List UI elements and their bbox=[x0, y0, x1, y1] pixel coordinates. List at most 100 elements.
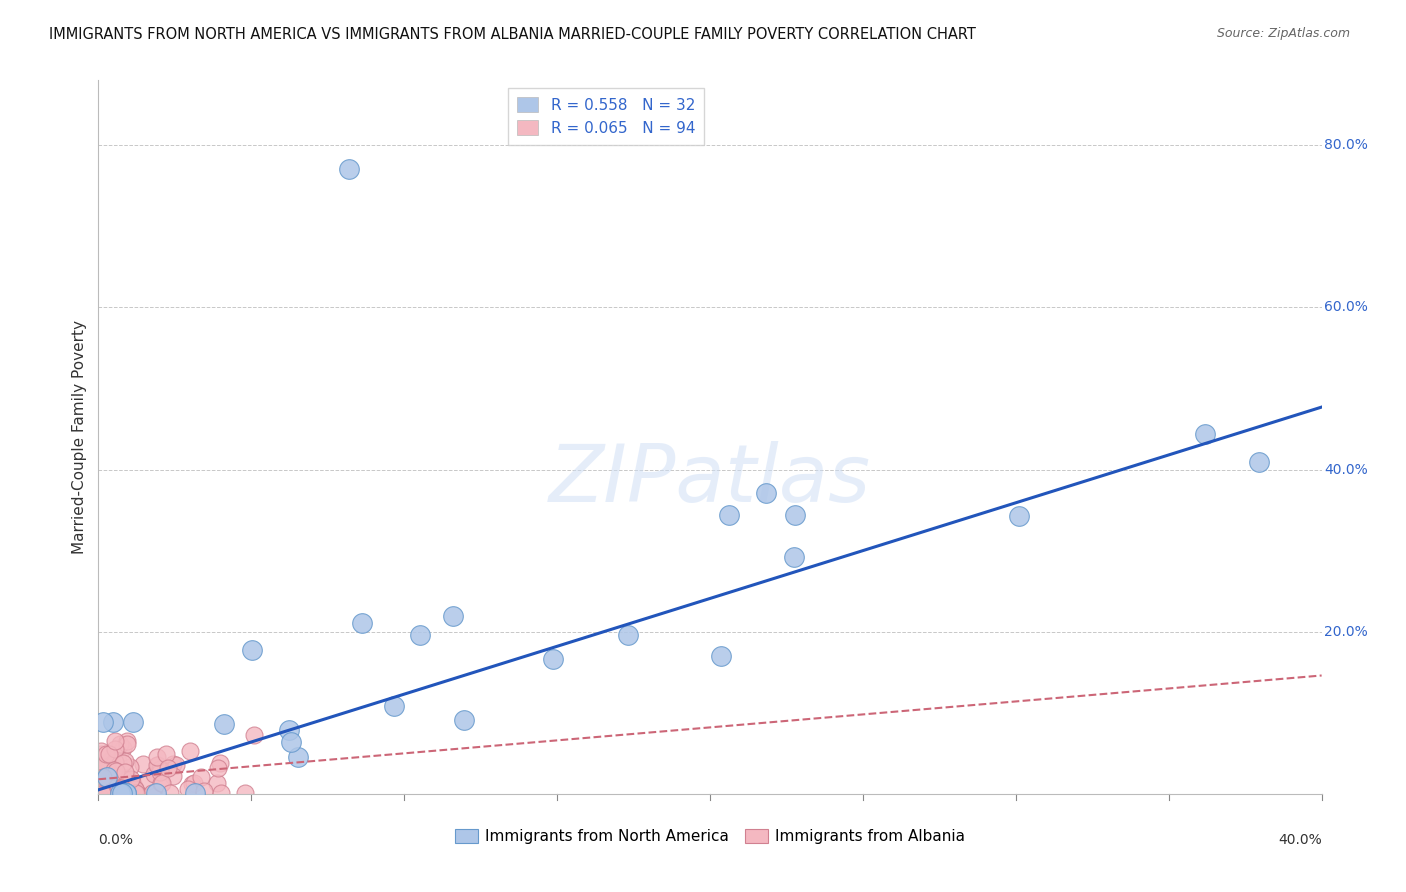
Point bbox=[141, 786, 163, 800]
Point bbox=[90, 771, 112, 785]
Point bbox=[115, 786, 138, 800]
Point bbox=[121, 714, 143, 729]
Point bbox=[441, 608, 464, 623]
Point bbox=[111, 740, 134, 755]
Point bbox=[783, 508, 806, 522]
Y-axis label: Married-Couple Family Poverty: Married-Couple Family Poverty bbox=[72, 320, 87, 554]
Point bbox=[124, 782, 146, 797]
Point bbox=[162, 769, 184, 783]
Point bbox=[112, 756, 135, 770]
Point bbox=[104, 756, 127, 770]
Point bbox=[104, 734, 127, 748]
Point bbox=[1008, 508, 1031, 523]
Point bbox=[125, 786, 148, 800]
Point bbox=[124, 781, 146, 796]
Point bbox=[91, 784, 114, 798]
Point bbox=[114, 786, 136, 800]
Point bbox=[97, 786, 120, 800]
Point bbox=[710, 649, 733, 664]
Point bbox=[110, 786, 132, 800]
Point bbox=[91, 714, 114, 729]
Point bbox=[177, 781, 200, 796]
Point bbox=[114, 765, 136, 780]
Point bbox=[142, 767, 165, 781]
Point bbox=[122, 777, 145, 791]
Point bbox=[209, 756, 232, 771]
Point bbox=[118, 786, 141, 800]
Point bbox=[91, 786, 114, 800]
Point bbox=[98, 779, 121, 793]
Point bbox=[91, 777, 114, 791]
Point bbox=[131, 757, 153, 772]
Point bbox=[193, 783, 215, 797]
Point bbox=[155, 747, 177, 761]
Point bbox=[145, 750, 167, 764]
Point bbox=[233, 786, 256, 800]
Point bbox=[90, 786, 112, 800]
Point bbox=[105, 786, 128, 800]
Point bbox=[100, 753, 122, 767]
Point bbox=[159, 786, 181, 800]
Point bbox=[94, 780, 117, 795]
Point bbox=[181, 777, 204, 791]
Point bbox=[145, 786, 167, 800]
Point bbox=[104, 742, 127, 756]
Point bbox=[96, 763, 118, 777]
Point bbox=[121, 782, 143, 797]
Point bbox=[111, 786, 134, 800]
Point bbox=[382, 698, 405, 713]
Text: ZIPatlas: ZIPatlas bbox=[548, 441, 872, 519]
Point bbox=[162, 756, 184, 771]
Point bbox=[212, 716, 235, 731]
Point bbox=[453, 713, 475, 727]
Point bbox=[287, 750, 309, 764]
Point bbox=[103, 714, 125, 729]
Point bbox=[278, 723, 301, 738]
Point bbox=[146, 758, 169, 772]
Point bbox=[98, 758, 121, 772]
Point bbox=[90, 757, 112, 772]
Point bbox=[243, 728, 266, 742]
Text: Source: ZipAtlas.com: Source: ZipAtlas.com bbox=[1216, 27, 1350, 40]
Point bbox=[150, 776, 173, 790]
Point bbox=[136, 774, 159, 789]
Point bbox=[101, 772, 124, 786]
Point bbox=[124, 786, 146, 800]
Point bbox=[337, 162, 360, 177]
Point bbox=[146, 758, 169, 772]
Point bbox=[409, 628, 432, 642]
Point bbox=[117, 737, 139, 751]
Point bbox=[205, 776, 228, 790]
Point bbox=[90, 761, 112, 775]
Point bbox=[96, 786, 118, 800]
Point bbox=[90, 744, 112, 758]
Point bbox=[111, 775, 134, 789]
Point bbox=[97, 747, 120, 761]
Point bbox=[114, 754, 136, 768]
Text: 40.0%: 40.0% bbox=[1278, 833, 1322, 847]
Point bbox=[90, 758, 112, 772]
Point bbox=[120, 772, 142, 786]
Point bbox=[90, 780, 112, 795]
Point bbox=[107, 754, 129, 768]
Point bbox=[111, 771, 134, 785]
Point bbox=[96, 770, 118, 784]
Text: 0.0%: 0.0% bbox=[98, 833, 134, 847]
Point bbox=[94, 778, 117, 792]
Point bbox=[1194, 426, 1216, 441]
Legend: R = 0.558   N = 32, R = 0.065   N = 94: R = 0.558 N = 32, R = 0.065 N = 94 bbox=[508, 88, 704, 145]
Point bbox=[149, 776, 172, 790]
Point bbox=[190, 770, 212, 784]
Point bbox=[100, 756, 122, 771]
Point bbox=[755, 485, 778, 500]
Point bbox=[98, 786, 121, 800]
Point bbox=[183, 776, 205, 790]
Point bbox=[783, 549, 806, 564]
Point bbox=[118, 760, 141, 774]
Text: 60.0%: 60.0% bbox=[1324, 301, 1368, 314]
Point bbox=[111, 780, 134, 795]
Point bbox=[90, 763, 112, 777]
Point bbox=[125, 784, 148, 798]
Point bbox=[280, 734, 302, 748]
Point bbox=[184, 786, 207, 800]
